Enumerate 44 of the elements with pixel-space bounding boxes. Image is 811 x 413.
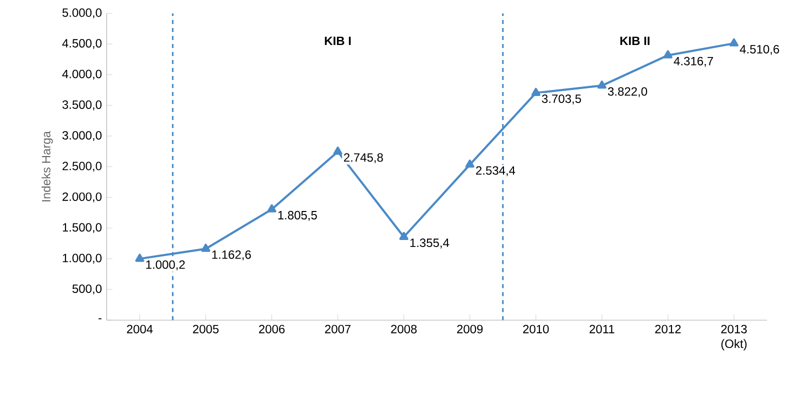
data-label: 1.805,5 bbox=[278, 210, 317, 221]
data-label: 2.534,4 bbox=[476, 166, 516, 176]
point bbox=[267, 204, 276, 212]
annotation: KIB I bbox=[324, 36, 351, 45]
point bbox=[597, 80, 606, 88]
data-label: 3.822,0 bbox=[608, 86, 648, 97]
y-tick-label: 3.500,0 bbox=[62, 100, 102, 110]
point bbox=[201, 243, 210, 252]
point bbox=[399, 232, 408, 240]
x-tick-label: 2004 bbox=[126, 324, 153, 334]
y-tick-label: 2.500,0 bbox=[62, 162, 102, 172]
point bbox=[531, 88, 540, 96]
y-tick-label: 5.000,0 bbox=[62, 8, 102, 18]
y-tick-label: 500,0 bbox=[72, 284, 102, 294]
x-tick-label: 2006 bbox=[259, 324, 285, 334]
y-axis-title: Indeks Harga bbox=[42, 130, 53, 202]
x-tick-label: 2012 bbox=[655, 324, 681, 334]
data-label: 2.745,8 bbox=[344, 153, 383, 163]
y-tick-label: 1.500,0 bbox=[62, 222, 102, 233]
point bbox=[465, 159, 474, 168]
data-label: 1.355,4 bbox=[410, 238, 450, 248]
y-tick-label: 4.500,0 bbox=[62, 38, 102, 49]
y-tick-label: 4.000,0 bbox=[62, 69, 102, 80]
x-tick-label: 2005 bbox=[193, 324, 219, 334]
annotation: KIB II bbox=[620, 36, 650, 45]
x-tick-label: 2013 (Okt) bbox=[721, 324, 747, 350]
y-tick-label: 1.000,0 bbox=[62, 254, 102, 264]
data-label: 4.316,7 bbox=[674, 56, 713, 67]
y-tick-label: 2.000,0 bbox=[62, 192, 102, 202]
data-label: 4.510,6 bbox=[740, 44, 780, 55]
point bbox=[135, 253, 144, 262]
x-tick-label: 2008 bbox=[391, 324, 417, 334]
x-tick-label: 2009 bbox=[457, 324, 483, 334]
data-label: 3.703,5 bbox=[542, 94, 582, 104]
point bbox=[729, 38, 738, 46]
x-tick-label: 2011 bbox=[590, 324, 614, 334]
data-label: 1.162,6 bbox=[212, 250, 251, 260]
point bbox=[333, 146, 342, 154]
x-tick-label: 2010 bbox=[523, 324, 549, 334]
x-tick-label: 2007 bbox=[325, 324, 351, 334]
y-tick-label: 3.000,0 bbox=[62, 130, 102, 141]
data-label: 1.000,2 bbox=[146, 260, 185, 270]
point bbox=[663, 50, 672, 58]
y-tick-label: - bbox=[98, 318, 102, 319]
